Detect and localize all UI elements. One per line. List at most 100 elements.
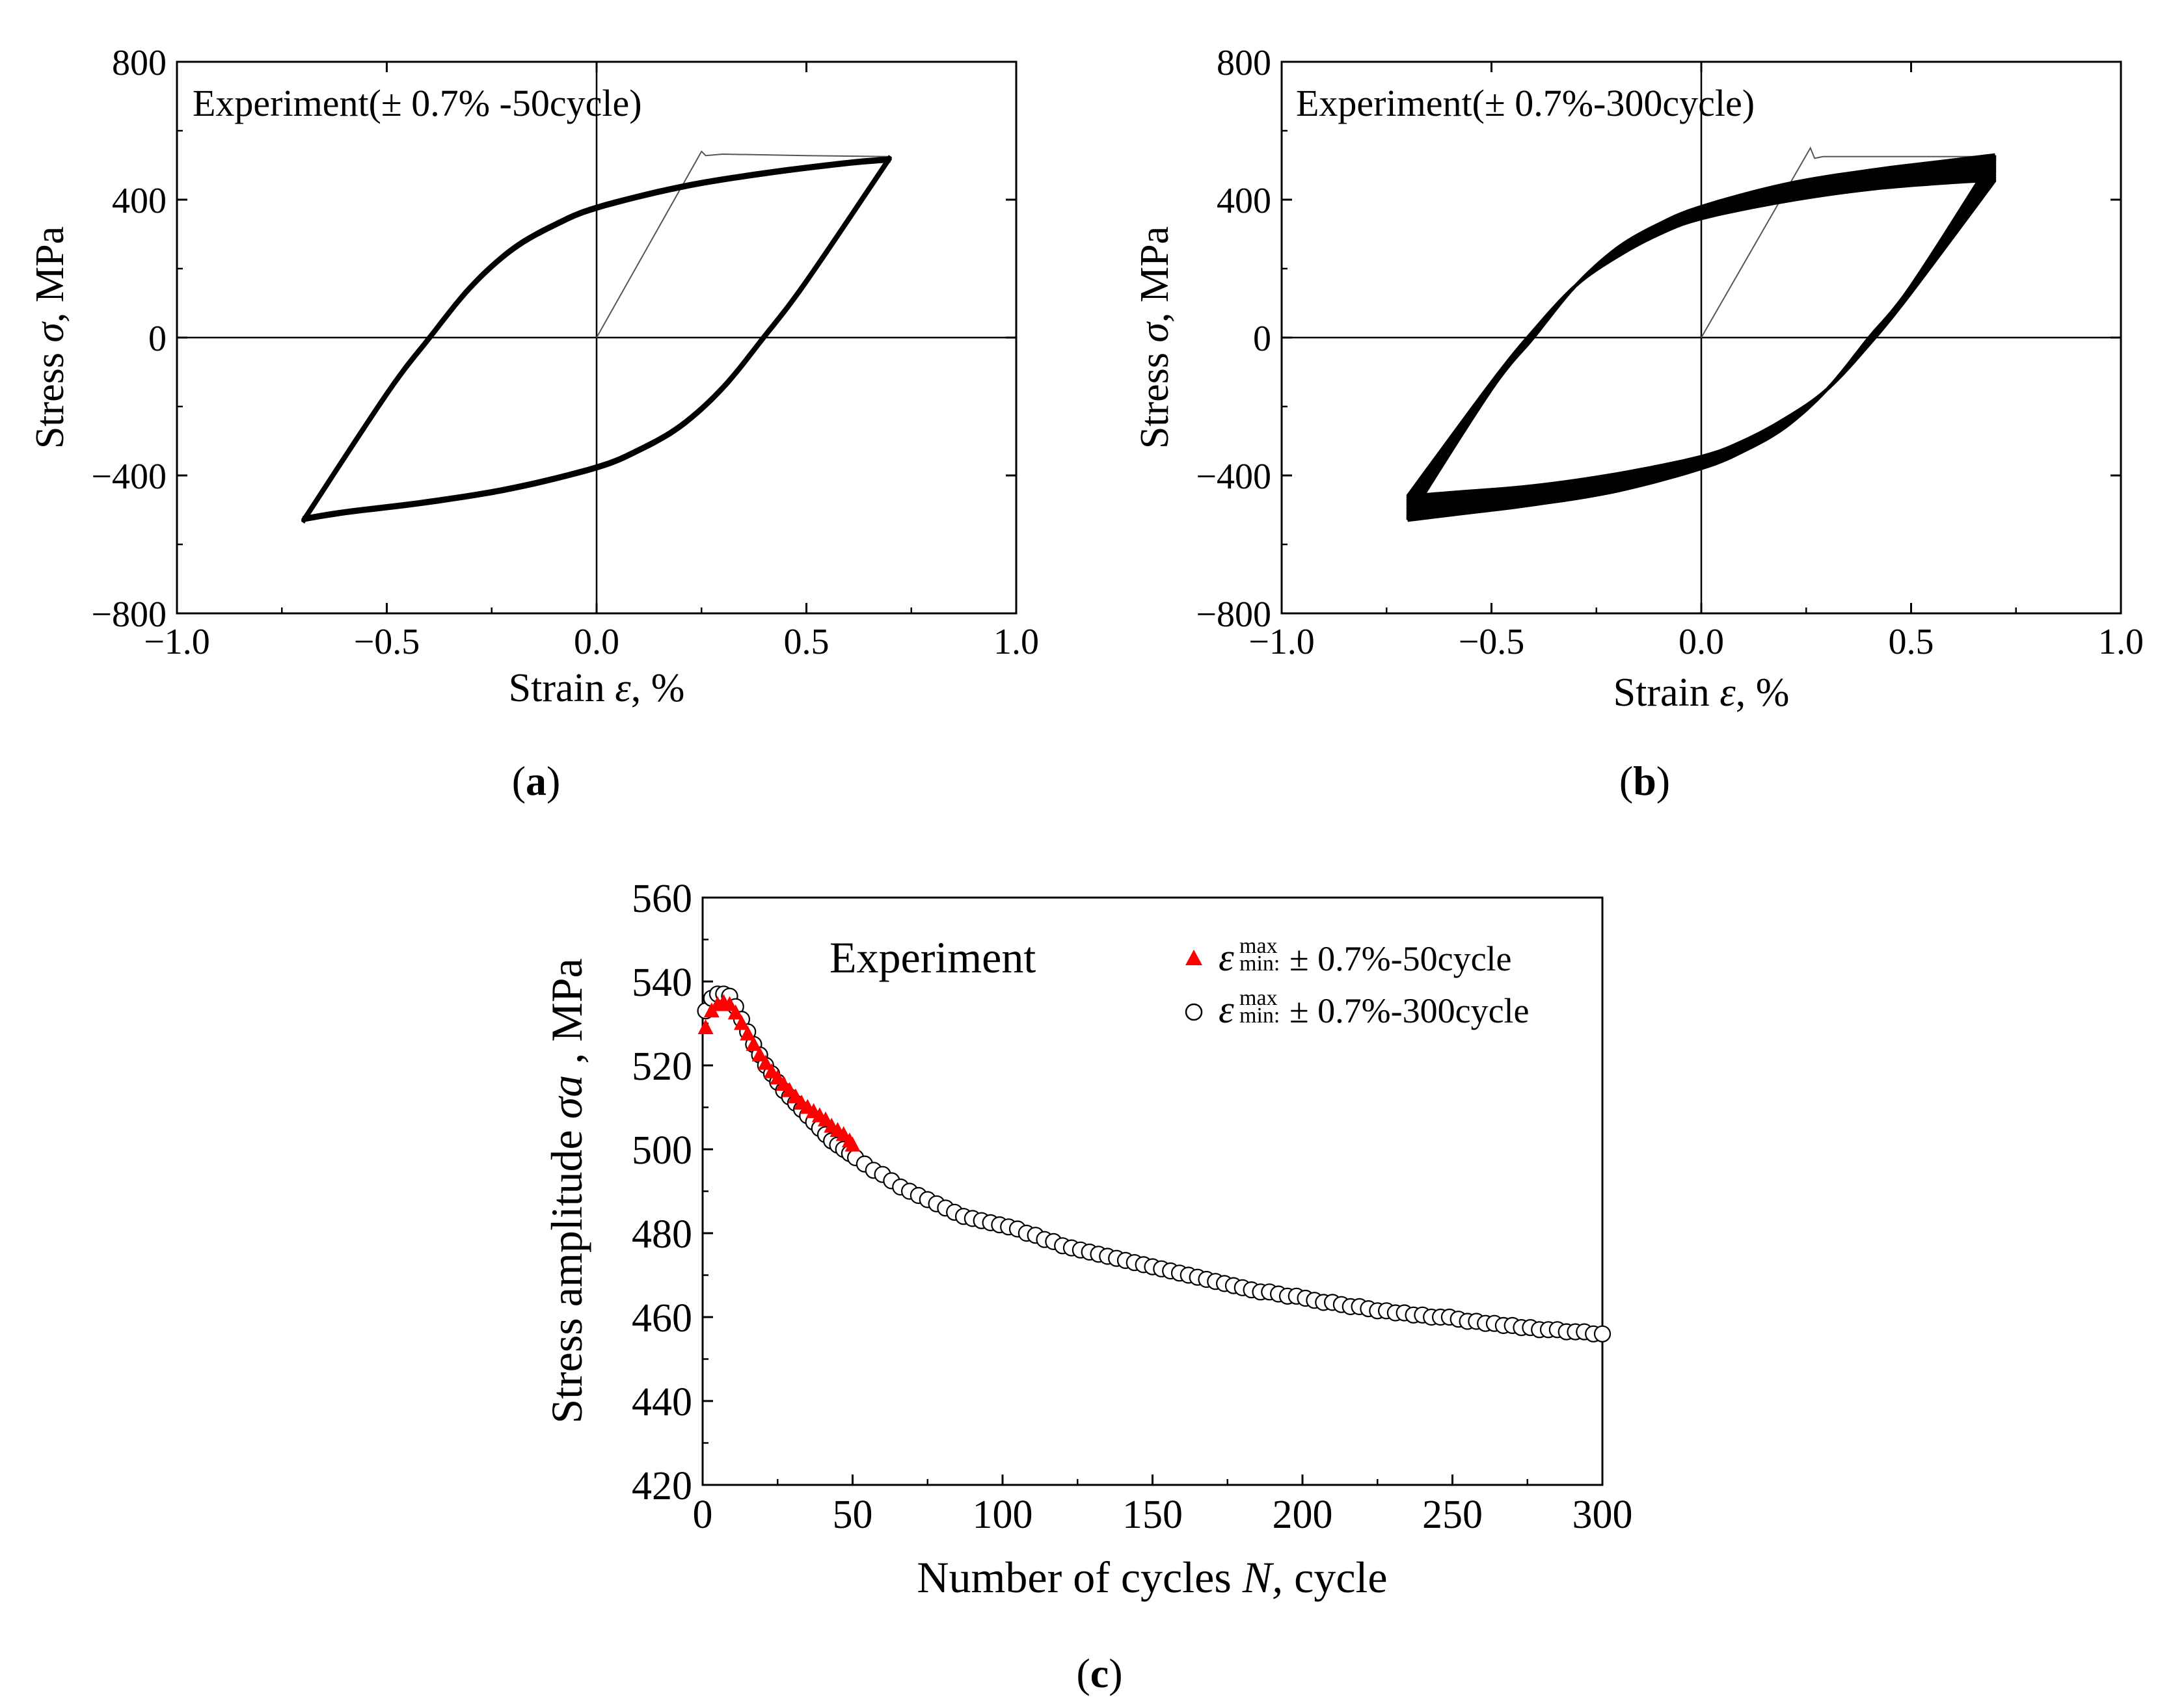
panel-c-y-label-main: Stress amplitude <box>542 1119 591 1423</box>
panel-c-x-label-main: Number of cycles <box>917 1553 1242 1602</box>
panel-c-xtick-label-4: 200 <box>1273 1493 1333 1537</box>
panel-b-xtick-label-4: 1.0 <box>2098 622 2144 662</box>
panel-a-data <box>301 150 892 524</box>
panel-b-x-axis-label: Strain ε, % <box>1613 671 1790 715</box>
panel-b-title: Experiment(± 0.7%-300cycle) <box>1296 82 1755 124</box>
panel-c-x-axis-label: Number of cycles N, cycle <box>917 1553 1387 1602</box>
panel-a-x-label-unit: , % <box>631 666 685 710</box>
panel-a-x-label-symbol: ε <box>615 666 631 710</box>
caption-b: (b) <box>1619 758 1670 804</box>
legend-label-300cycle: ± 0.7%-300cycle <box>1289 991 1530 1030</box>
panel-c-plot-frame <box>701 896 1604 1486</box>
panel-b-data <box>1406 146 1997 522</box>
panel-c-ytick-label-2: 460 <box>632 1296 692 1341</box>
legend-symbol-300cycle: ε <box>1219 988 1234 1031</box>
panel-a-ytick-label-3: 400 <box>112 181 167 221</box>
panel-a-y-label-unit: , MPa <box>28 226 72 323</box>
panel-c-xtick-label-2: 100 <box>973 1493 1033 1537</box>
panel-a-loop-upper-3 <box>301 158 891 524</box>
panel-a-first-loading-curve <box>596 150 891 338</box>
panel-c: 0 50 100 150 200 250 300 420 440 460 480 500 520 540 5… <box>542 877 1633 1696</box>
panel-a-xtick-label-2: 0.0 <box>574 622 619 662</box>
panel-c-xtick-label-0: 0 <box>693 1493 713 1537</box>
legend-marker-50cycle <box>1185 950 1202 965</box>
panel-c-legend: ε max min: ± 0.7%-50cycle ε max min: ± 0… <box>1185 934 1530 1031</box>
panel-c-ytick-label-6: 540 <box>632 961 692 1005</box>
panel-c-xtick-label-3: 150 <box>1122 1493 1183 1537</box>
point-50cycle-6 <box>733 1015 749 1030</box>
caption-a-letter: a <box>526 758 546 804</box>
panel-b-ytick-label-3: 400 <box>1217 181 1271 221</box>
panel-a-y-label-symbol: σ <box>28 321 72 343</box>
panel-a-x-axis-label: Strain ε, % <box>509 666 685 710</box>
panel-b-x-label-unit: , % <box>1736 671 1790 715</box>
point-50cycle-5 <box>727 1004 744 1020</box>
panel-c-ytick-label-0: 420 <box>632 1464 692 1508</box>
panel-b-ticks: −1.0 −0.5 0.0 0.5 1.0 −800 −400 0 400 800 <box>1196 43 2144 662</box>
panel-b-xtick-label-3: 0.5 <box>1889 622 1934 662</box>
panel-c-title: Experiment <box>829 933 1036 982</box>
panel-a-xtick-label-1: −0.5 <box>354 622 420 662</box>
legend-sub-300cycle: min: <box>1239 1004 1280 1028</box>
panel-a-y-axis-label: Stress σ, MPa <box>28 226 72 449</box>
panel-b-loop-upper-24 <box>1406 178 1995 498</box>
panel-a-xtick-label-4: 1.0 <box>993 622 1039 662</box>
panel-c-y-label-unit: , MPa <box>542 958 591 1074</box>
panel-a-title: Experiment(± 0.7% -50cycle) <box>193 82 642 124</box>
panel-b-ytick-label-1: −400 <box>1196 457 1271 497</box>
panel-c-xtick-label-6: 300 <box>1572 1493 1633 1537</box>
panel-b-x-label-symbol: ε <box>1720 671 1736 715</box>
panel-b-y-axis-label: Stress σ, MPa <box>1133 226 1177 449</box>
panel-b-y-label-symbol: σ <box>1133 321 1177 343</box>
panel-b-y-label-main: Stress <box>1133 343 1177 449</box>
panel-c-x-label-unit: cycle <box>1283 1553 1387 1602</box>
point-50cycle-8 <box>746 1035 762 1051</box>
panel-b-ytick-label-0: −800 <box>1196 594 1271 635</box>
panel-a-x-label-main: Strain <box>509 666 615 710</box>
panel-b-first-loading-curve <box>1701 146 1995 338</box>
panel-c-ytick-label-5: 520 <box>632 1045 692 1089</box>
panel-c-xtick-label-1: 50 <box>833 1493 873 1537</box>
panel-c-y-axis-label: Stress amplitude σa , MPa <box>542 958 591 1423</box>
panel-c-x-label-symbol: N, <box>1242 1553 1283 1602</box>
panel-b: −1.0 −0.5 0.0 0.5 1.0 −800 −400 0 400 800 Experim… <box>1133 43 2144 804</box>
panel-c-y-label-symbol: σa <box>542 1075 591 1119</box>
panel-a-xtick-label-0: −1.0 <box>144 622 210 662</box>
legend-marker-300cycle <box>1185 1003 1203 1021</box>
panel-a-ticks: −1.0 −0.5 0.0 0.5 1.0 −800 −400 0 400 800 <box>91 43 1039 662</box>
point-50cycle-25 <box>844 1136 861 1152</box>
panel-b-loop-lower-24 <box>1407 179 1997 498</box>
caption-c-letter: c <box>1090 1650 1109 1696</box>
caption-b-letter: b <box>1633 758 1656 804</box>
panel-a-ytick-label-1: −400 <box>91 457 167 497</box>
panel-c-ticks: 0 50 100 150 200 250 300 420 440 460 480 500 520 540 5… <box>632 877 1633 1537</box>
legend-sub-50cycle: min: <box>1239 952 1280 976</box>
panel-b-ytick-label-4: 800 <box>1217 43 1271 83</box>
panel-b-xtick-label-2: 0.0 <box>1679 622 1724 662</box>
panel-a-ytick-label-2: 0 <box>148 319 167 359</box>
point-50cycle-0 <box>697 1019 714 1034</box>
point-300cycle-108 <box>1593 1325 1612 1342</box>
panel-a-y-label-main: Stress <box>28 343 72 449</box>
panel-a-xtick-label-3: 0.5 <box>784 622 829 662</box>
point-50cycle-7 <box>740 1025 756 1041</box>
panel-c-ytick-label-1: 440 <box>632 1380 692 1424</box>
panel-c-ytick-label-7: 560 <box>632 877 692 921</box>
panel-a-ytick-label-4: 800 <box>112 43 167 83</box>
point-50cycle-4 <box>722 996 738 1011</box>
legend-symbol-50cycle: ε <box>1219 936 1234 979</box>
panel-b-xtick-label-1: −0.5 <box>1459 622 1525 662</box>
legend-label-50cycle: ± 0.7%-50cycle <box>1289 939 1512 978</box>
panel-a-loop-lower-3 <box>302 155 892 520</box>
point-50cycle-10 <box>757 1054 774 1070</box>
panel-b-xtick-label-0: −1.0 <box>1248 622 1315 662</box>
panel-c-ytick-label-3: 480 <box>632 1212 692 1257</box>
panel-b-ytick-label-2: 0 <box>1253 319 1271 359</box>
legend-sup-50cycle: max <box>1239 934 1278 958</box>
panel-a: −1.0 −0.5 0.0 0.5 1.0 −800 −400 0 400 800 Experim… <box>28 43 1039 804</box>
panel-b-y-label-unit: , MPa <box>1133 226 1177 323</box>
panel-c-ytick-label-4: 500 <box>632 1128 692 1173</box>
point-50cycle-9 <box>751 1046 768 1061</box>
panel-a-ytick-label-0: −800 <box>91 594 167 635</box>
legend-sup-300cycle: max <box>1239 986 1278 1010</box>
